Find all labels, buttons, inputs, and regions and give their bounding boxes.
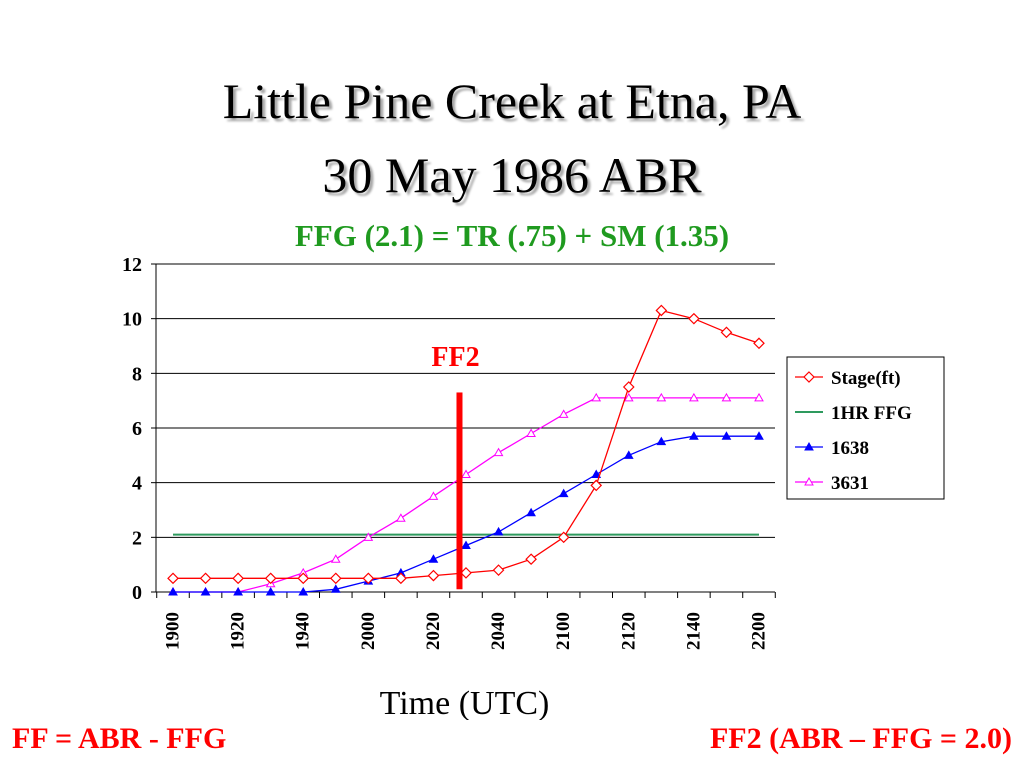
data-point-stage-ft — [492, 564, 505, 576]
data-point-1638 — [298, 586, 309, 596]
data-point-1638 — [200, 586, 211, 596]
x-tick-label-2020: 2020 — [423, 612, 444, 650]
data-point-1638 — [493, 526, 504, 536]
data-point-stage-ft — [395, 572, 407, 585]
data-point-stage-ft — [460, 567, 472, 579]
legend-label-1638: 1638 — [831, 438, 869, 459]
data-point-1638 — [721, 431, 732, 440]
y-tick-label-4: 4 — [132, 473, 142, 495]
y-tick-label-0: 0 — [132, 582, 142, 604]
x-axis-label: Time (UTC) — [380, 685, 550, 720]
data-point-stage-ft — [199, 572, 212, 585]
x-tick-label-2040: 2040 — [488, 612, 509, 650]
data-point-stage-ft — [232, 572, 244, 585]
data-point-3631 — [623, 392, 634, 402]
chart-title-line2: 30 May 1986 ABR — [322, 147, 702, 203]
data-point-stage-ft — [655, 304, 668, 317]
x-tick-label-1940: 1940 — [293, 612, 314, 650]
data-point-3631 — [526, 428, 536, 437]
data-point-stage-ft — [720, 326, 733, 339]
data-point-3631 — [428, 491, 439, 500]
legend-label-stage-ft: Stage(ft) — [831, 368, 901, 389]
data-point-1638 — [591, 469, 602, 478]
data-point-1638 — [428, 554, 439, 563]
data-point-stage-ft — [688, 312, 700, 325]
x-tick-label-2000: 2000 — [358, 612, 379, 650]
legend-marker-3631 — [804, 476, 814, 486]
data-point-3631 — [721, 392, 732, 402]
data-point-3631 — [493, 447, 504, 457]
data-point-stage-ft — [329, 572, 342, 585]
data-point-stage-ft — [753, 337, 765, 350]
y-tick-label-6: 6 — [132, 418, 142, 440]
x-tick-label-2200: 2200 — [749, 612, 770, 650]
data-point-stage-ft — [622, 381, 635, 393]
data-point-stage-ft — [297, 572, 310, 585]
data-point-3631 — [754, 392, 764, 402]
y-tick-label-12: 12 — [122, 254, 142, 276]
x-tick-label-1920: 1920 — [228, 612, 249, 650]
ff2-label: FF2 — [431, 342, 479, 373]
data-point-1638 — [168, 586, 178, 596]
x-tick-label-2140: 2140 — [683, 612, 704, 650]
data-point-1638 — [330, 584, 341, 593]
y-tick-label-10: 10 — [122, 309, 142, 331]
data-point-1638 — [623, 450, 634, 459]
data-point-1638 — [461, 540, 471, 550]
data-point-3631 — [396, 513, 406, 522]
data-point-1638 — [656, 436, 667, 446]
chart-svg: 0 2 4 6 8 10 12 1900 1920 1940 2000 2020 2040 2100 212… — [122, 254, 945, 720]
data-point-stage-ft — [167, 572, 179, 585]
data-point-stage-ft — [525, 553, 537, 566]
data-point-stage-ft — [590, 479, 603, 492]
data-point-1638 — [689, 431, 699, 440]
data-point-stage-ft — [427, 569, 440, 582]
ff2-marker-bar — [456, 392, 463, 590]
data-point-1638 — [233, 586, 243, 596]
series-line-3631 — [173, 397, 759, 593]
data-point-3631 — [461, 469, 471, 478]
x-tick-label-2120: 2120 — [618, 612, 639, 650]
footer-left-note: FF = ABR - FFG — [12, 722, 227, 755]
data-point-3631 — [591, 392, 602, 402]
x-tick-label-1900: 1900 — [163, 612, 184, 650]
legend-box — [786, 356, 945, 500]
data-point-stage-ft — [362, 572, 375, 585]
data-point-1638 — [754, 431, 764, 440]
legend-label-1hr-ffg: 1HR FFG — [831, 403, 912, 424]
chart-subtitle: FFG (2.1) = TR (.75) + SM (1.35) — [294, 218, 730, 253]
data-point-stage-ft — [557, 531, 570, 544]
legend-marker-stage-ft — [803, 371, 815, 383]
data-point-3631 — [558, 409, 569, 418]
legend-label-3631: 3631 — [831, 473, 869, 494]
y-tick-label-8: 8 — [132, 363, 142, 385]
data-point-3631 — [656, 392, 667, 402]
legend-marker-1638 — [804, 441, 814, 451]
x-tick-label-2100: 2100 — [553, 612, 574, 650]
data-point-3631 — [330, 554, 341, 563]
data-point-3631 — [689, 392, 699, 402]
data-point-1638 — [526, 507, 536, 517]
data-point-3631 — [363, 532, 374, 541]
footer-right-note: FF2 (ABR – FFG = 2.0) — [709, 722, 1012, 755]
y-tick-label-2: 2 — [132, 527, 142, 549]
data-point-stage-ft — [264, 572, 277, 585]
chart-title-line1: Little Pine Creek at Etna, PA — [222, 73, 802, 129]
data-point-1638 — [265, 586, 276, 596]
data-point-1638 — [558, 488, 569, 498]
